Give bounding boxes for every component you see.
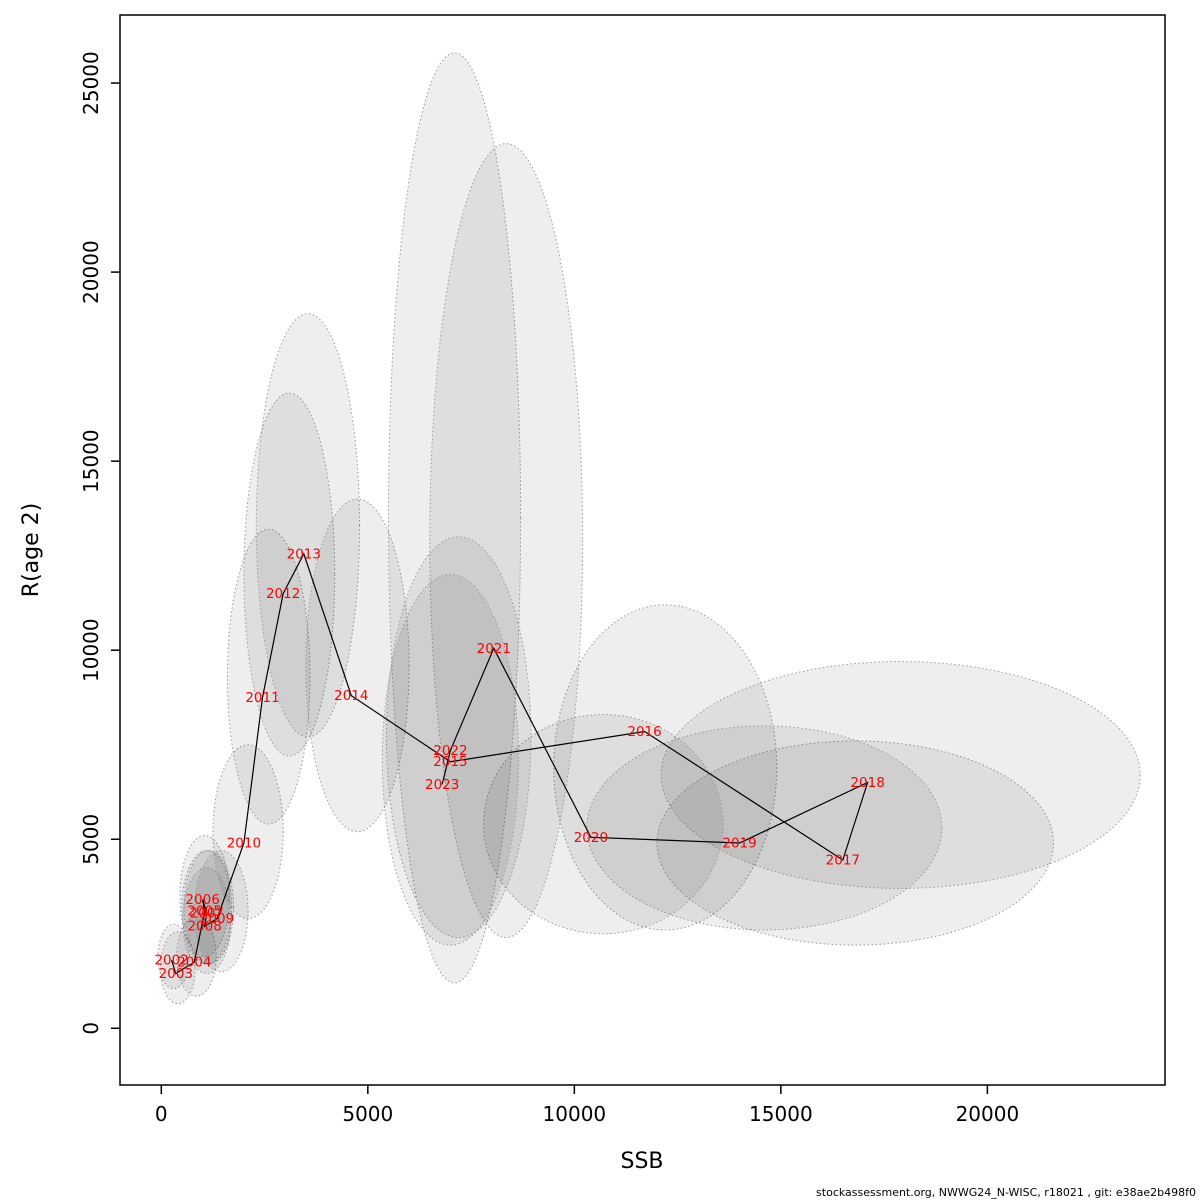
confidence-ellipse-2019 xyxy=(586,725,943,931)
x-tick-label: 10000 xyxy=(543,1102,607,1126)
confidence-ellipse-2010 xyxy=(212,744,284,920)
y-axis-title: R(age 2) xyxy=(19,503,44,597)
y-tick-label: 10000 xyxy=(79,618,103,682)
confidence-ellipses-group xyxy=(157,52,1141,1005)
year-label-2006: 2006 xyxy=(185,892,219,908)
x-tick-label: 0 xyxy=(155,1102,168,1126)
confidence-ellipse-2023 xyxy=(381,574,520,946)
y-tick-label: 0 xyxy=(79,1022,103,1035)
y-tick-label: 25000 xyxy=(79,51,103,115)
year-label-2002: 2002 xyxy=(154,953,188,969)
year-label-2011: 2011 xyxy=(245,690,279,706)
year-label-2014: 2014 xyxy=(334,688,368,704)
year-label-2022: 2022 xyxy=(433,743,467,759)
x-tick-label: 20000 xyxy=(956,1102,1020,1126)
trajectory-line-group xyxy=(171,552,869,975)
year-label-2004: 2004 xyxy=(177,955,211,971)
confidence-ellipse-2020 xyxy=(482,713,724,935)
y-axis: 0 5000 10000 15000 20000 25000 xyxy=(79,51,120,1035)
year-label-2018: 2018 xyxy=(850,775,884,791)
x-tick-label: 15000 xyxy=(749,1102,813,1126)
confidence-ellipse-2015 xyxy=(387,52,522,984)
year-label-2016: 2016 xyxy=(627,724,661,740)
year-label-2003: 2003 xyxy=(159,966,193,982)
year-label-2007: 2007 xyxy=(190,905,224,921)
confidence-ellipse-2017 xyxy=(656,740,1054,946)
confidence-ellipse-2011 xyxy=(226,528,311,825)
confidence-ellipse-2018 xyxy=(660,661,1141,889)
year-label-2009: 2009 xyxy=(200,911,234,927)
confidence-ellipse-2006 xyxy=(179,834,230,957)
year-label-2017: 2017 xyxy=(826,853,860,869)
year-label-2023: 2023 xyxy=(425,777,459,793)
year-label-2012: 2012 xyxy=(266,586,300,602)
year-label-2010: 2010 xyxy=(227,836,261,852)
year-label-2020: 2020 xyxy=(574,830,608,846)
confidence-ellipse-2021 xyxy=(429,143,584,939)
y-tick-label: 15000 xyxy=(79,429,103,493)
confidence-ellipse-2009 xyxy=(193,850,249,973)
confidence-ellipse-2013 xyxy=(255,313,361,738)
year-label-2008: 2008 xyxy=(187,919,221,935)
confidence-ellipse-2022 xyxy=(385,536,532,939)
x-axis-title: SSB xyxy=(620,1149,663,1174)
footer-attribution: stockassessment.org, NWWG24_N-WISC, r180… xyxy=(816,1186,1196,1199)
x-tick-label: 5000 xyxy=(342,1102,393,1126)
confidence-ellipse-2005 xyxy=(181,850,233,965)
y-tick-label: 5000 xyxy=(79,814,103,865)
year-label-2005: 2005 xyxy=(187,904,221,920)
x-axis: 0 5000 10000 15000 20000 xyxy=(155,1085,1019,1126)
year-label-2013: 2013 xyxy=(287,546,321,562)
year-label-2015: 2015 xyxy=(433,754,467,770)
confidence-ellipse-2008 xyxy=(182,867,232,974)
y-tick-label: 20000 xyxy=(79,240,103,304)
confidence-ellipse-2012 xyxy=(243,392,336,757)
year-label-2021: 2021 xyxy=(477,641,511,657)
confidence-ellipse-2014 xyxy=(305,498,410,833)
trajectory-line xyxy=(171,552,869,975)
plot-border xyxy=(119,14,1166,1086)
year-label-2019: 2019 xyxy=(722,836,756,852)
confidence-ellipse-2016 xyxy=(553,604,778,931)
